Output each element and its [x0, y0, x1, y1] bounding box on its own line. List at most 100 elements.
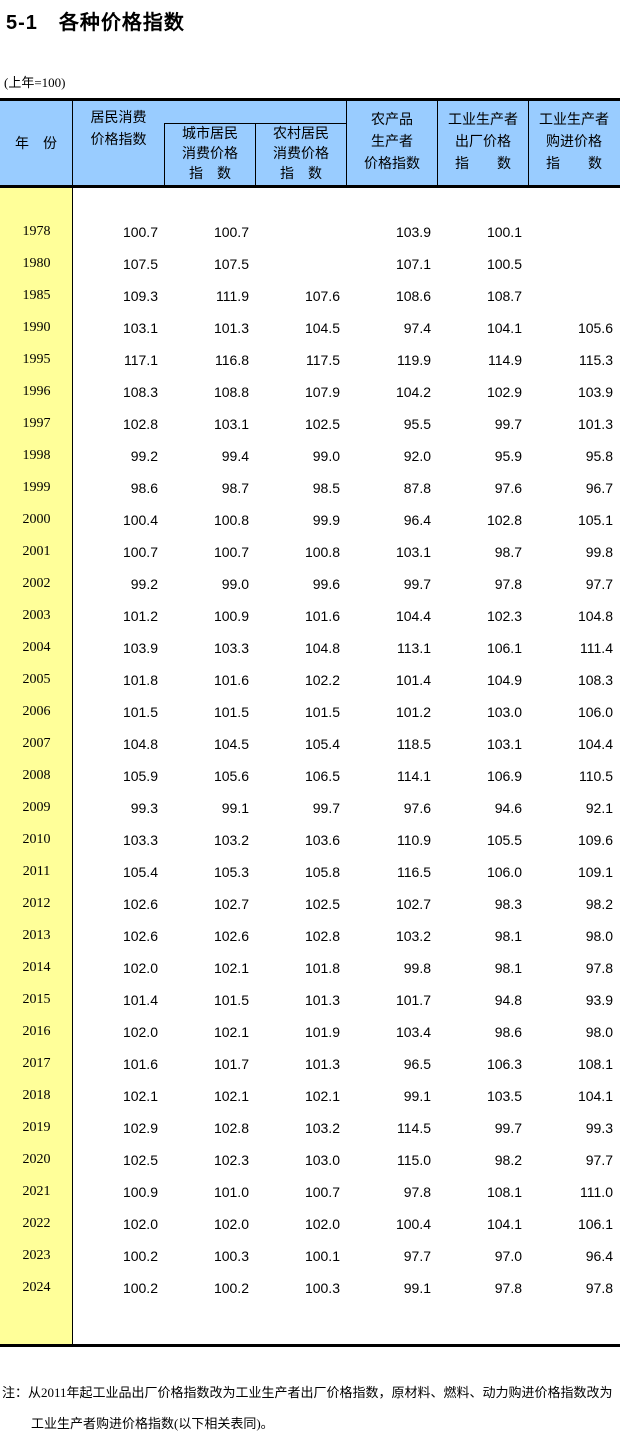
col-header-urban-cpi: 城市居民 消费价格 指 数: [165, 124, 255, 185]
cell-value: 103.3: [122, 832, 158, 848]
cell-value: 106.5: [304, 768, 340, 784]
cell-value: 102.0: [213, 1216, 249, 1232]
cell-value: 102.2: [304, 672, 340, 688]
cell-value: 109.6: [577, 832, 613, 848]
table-row: 2020 102.5 102.3 103.0 115.0 98.2 97.7: [0, 1144, 620, 1176]
cell-value: 105.4: [304, 736, 340, 752]
cell-value: 98.0: [585, 1024, 613, 1040]
row-year: 1985: [22, 288, 51, 303]
row-year: 1990: [22, 320, 51, 335]
cell-value: 100.7: [122, 224, 158, 240]
cell-value: 99.8: [585, 544, 613, 560]
cell-value: 98.0: [585, 928, 613, 944]
table-row: 2021 100.9 101.0 100.7 97.8 108.1 111.0: [0, 1176, 620, 1208]
cell-value: 104.4: [395, 608, 431, 624]
footnote-label: 注：: [2, 1385, 29, 1400]
cell-value: 103.9: [122, 640, 158, 656]
table-row: 2018 102.1 102.1 102.1 99.1 103.5 104.1: [0, 1080, 620, 1112]
cell-value: 101.7: [213, 1056, 249, 1072]
cell-value: 95.8: [585, 448, 613, 464]
header-line: 消费价格: [182, 146, 238, 162]
cell-value: 99.7: [312, 800, 340, 816]
table-row: 1990 103.1 101.3 104.5 97.4 104.1 105.6: [0, 312, 620, 344]
cell-value: 98.7: [494, 544, 522, 560]
cell-value: 102.9: [486, 384, 522, 400]
cell-value: 98.6: [494, 1024, 522, 1040]
cell-value: 100.8: [304, 544, 340, 560]
row-year: 1978: [22, 224, 51, 239]
cell-value: 104.5: [304, 320, 340, 336]
cell-value: 99.1: [221, 800, 249, 816]
cell-value: 100.8: [213, 512, 249, 528]
cell-value: 102.7: [395, 896, 431, 912]
cell-value: 103.2: [304, 1120, 340, 1136]
cell-value: 106.3: [486, 1056, 522, 1072]
cell-value: 100.3: [213, 1248, 249, 1264]
cell-value: 108.1: [577, 1056, 613, 1072]
cell-value: 103.4: [395, 1024, 431, 1040]
cell-value: 101.0: [213, 1184, 249, 1200]
cell-value: 111.4: [580, 640, 613, 656]
cell-value: 107.6: [304, 288, 340, 304]
row-year: 2009: [22, 800, 51, 815]
table-row: 1999 98.6 98.7 98.5 87.8 97.6 96.7: [0, 472, 620, 504]
table-body: 1978 100.7 100.7 103.9 100.1 1980 107.5 107.5 10…: [0, 188, 620, 1344]
table-rows: 1978 100.7 100.7 103.9 100.1 1980 107.5 107.5 10…: [0, 188, 620, 1304]
cell-value: 101.8: [304, 960, 340, 976]
cell-value: 99.7: [494, 416, 522, 432]
header-line: 农村居民: [273, 126, 329, 142]
row-year: 2011: [22, 864, 51, 879]
page-title: 5-1 各种价格指数: [6, 12, 185, 34]
table-row: 2012 102.6 102.7 102.5 102.7 98.3 98.2: [0, 888, 620, 920]
cell-value: 104.1: [486, 320, 522, 336]
cell-value: 110.5: [579, 768, 613, 784]
cell-value: 110.9: [397, 832, 431, 848]
row-year: 1996: [22, 384, 51, 399]
header-line: 指 数: [455, 157, 511, 172]
cell-value: 108.6: [395, 288, 431, 304]
cell-value: 99.8: [403, 960, 431, 976]
header-line: 价格指数: [364, 157, 420, 172]
cell-value: 99.1: [403, 1280, 431, 1296]
row-year: 2007: [22, 736, 51, 751]
cell-value: 102.6: [122, 928, 158, 944]
header-line: 城市居民: [182, 126, 238, 142]
cell-value: 100.7: [122, 544, 158, 560]
header-line: 出厂价格: [455, 135, 511, 150]
row-year: 2024: [22, 1280, 51, 1295]
cell-value: 102.6: [122, 896, 158, 912]
table-row: 2017 101.6 101.7 101.3 96.5 106.3 108.1: [0, 1048, 620, 1080]
header-line: 居民消费: [90, 111, 147, 126]
cell-value: 101.6: [122, 1056, 158, 1072]
cell-value: 105.6: [577, 320, 613, 336]
table-row: 2002 99.2 99.0 99.6 99.7 97.8 97.7: [0, 568, 620, 600]
cell-value: 99.0: [221, 576, 249, 592]
row-year: 1995: [22, 352, 51, 367]
cell-value: 103.9: [577, 384, 613, 400]
cell-value: 92.0: [403, 448, 431, 464]
cell-value: 97.6: [494, 480, 522, 496]
row-year: 2017: [22, 1056, 51, 1071]
cell-value: 108.8: [213, 384, 249, 400]
cell-value: 100.2: [213, 1280, 249, 1296]
row-year: 1998: [22, 448, 51, 463]
table-row: 1997 102.8 103.1 102.5 95.5 99.7 101.3: [0, 408, 620, 440]
cell-value: 105.1: [577, 512, 613, 528]
cell-value: 99.7: [403, 576, 431, 592]
cell-value: 103.2: [213, 832, 249, 848]
table-row: 2001 100.7 100.7 100.8 103.1 98.7 99.8: [0, 536, 620, 568]
cell-value: 108.3: [122, 384, 158, 400]
col-header-agri-producer: 农产品 生产者 价格指数: [346, 101, 437, 185]
cell-value: 100.2: [122, 1248, 158, 1264]
row-year: 2023: [22, 1248, 51, 1263]
cell-value: 98.2: [494, 1152, 522, 1168]
cell-value: 99.9: [312, 512, 340, 528]
header-line: 指 数: [280, 166, 322, 182]
row-year: 2019: [22, 1120, 51, 1135]
cell-value: 111.0: [580, 1184, 613, 1200]
cell-value: 106.9: [486, 768, 522, 784]
cell-value: 101.4: [395, 672, 431, 688]
cell-value: 105.9: [122, 768, 158, 784]
cell-value: 100.1: [486, 224, 522, 240]
cell-value: 87.8: [403, 480, 431, 496]
